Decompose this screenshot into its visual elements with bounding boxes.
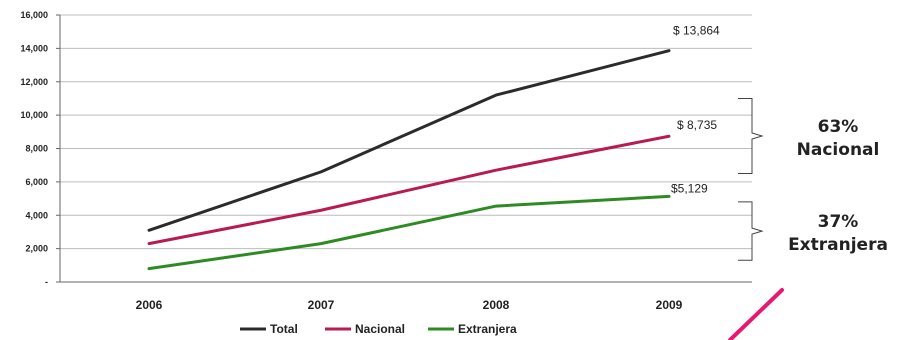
series-line-total [147, 49, 671, 232]
x-tick-label: 2008 [483, 298, 510, 312]
legend-label: Total [270, 322, 298, 336]
legend-label: Nacional [355, 322, 405, 336]
y-tick-label: 12,000 [20, 77, 48, 87]
end-value-label: $ 13,864 [673, 24, 720, 38]
share-percent: 37% [818, 212, 859, 232]
y-tick-label: 6,000 [25, 177, 48, 187]
bracket [738, 97, 764, 175]
y-tick-label: 16,000 [20, 10, 48, 20]
share-percent: 63% [818, 117, 859, 137]
y-tick-label: 2,000 [25, 244, 48, 254]
y-tick-label: 14,000 [20, 43, 48, 53]
y-tick-label: 10,000 [20, 110, 48, 120]
accent-slash [728, 288, 784, 340]
series-line-nacional [147, 134, 671, 246]
series-lines [147, 49, 671, 271]
x-tick-label: 2009 [656, 298, 683, 312]
x-axis-ticks: 2006 2007 2008 2009 [136, 298, 683, 312]
share-label: Nacional [797, 140, 880, 160]
end-value-label: $5,129 [671, 181, 708, 195]
legend: Total Nacional Extranjera [240, 322, 517, 336]
y-axis-ticks: - 2,000 4,000 6,000 8,000 10,000 12,000 14,000 1… [20, 10, 60, 287]
end-labels: $ 13,864 $ 8,735 $5,129 [671, 24, 720, 196]
share-label: Extranjera [788, 235, 888, 255]
y-tick-label: - [45, 277, 48, 287]
legend-label: Extranjera [458, 322, 517, 336]
y-tick-label: 4,000 [25, 210, 48, 220]
x-tick-label: 2006 [136, 298, 163, 312]
end-value-label: $ 8,735 [677, 118, 717, 132]
x-tick-label: 2007 [308, 298, 335, 312]
bracket [738, 201, 764, 261]
grid-lines [60, 14, 752, 250]
series-line-extranjera [147, 194, 671, 271]
y-tick-label: 8,000 [25, 144, 48, 154]
share-annotations: 63% Nacional 37% Extranjera [738, 97, 888, 261]
